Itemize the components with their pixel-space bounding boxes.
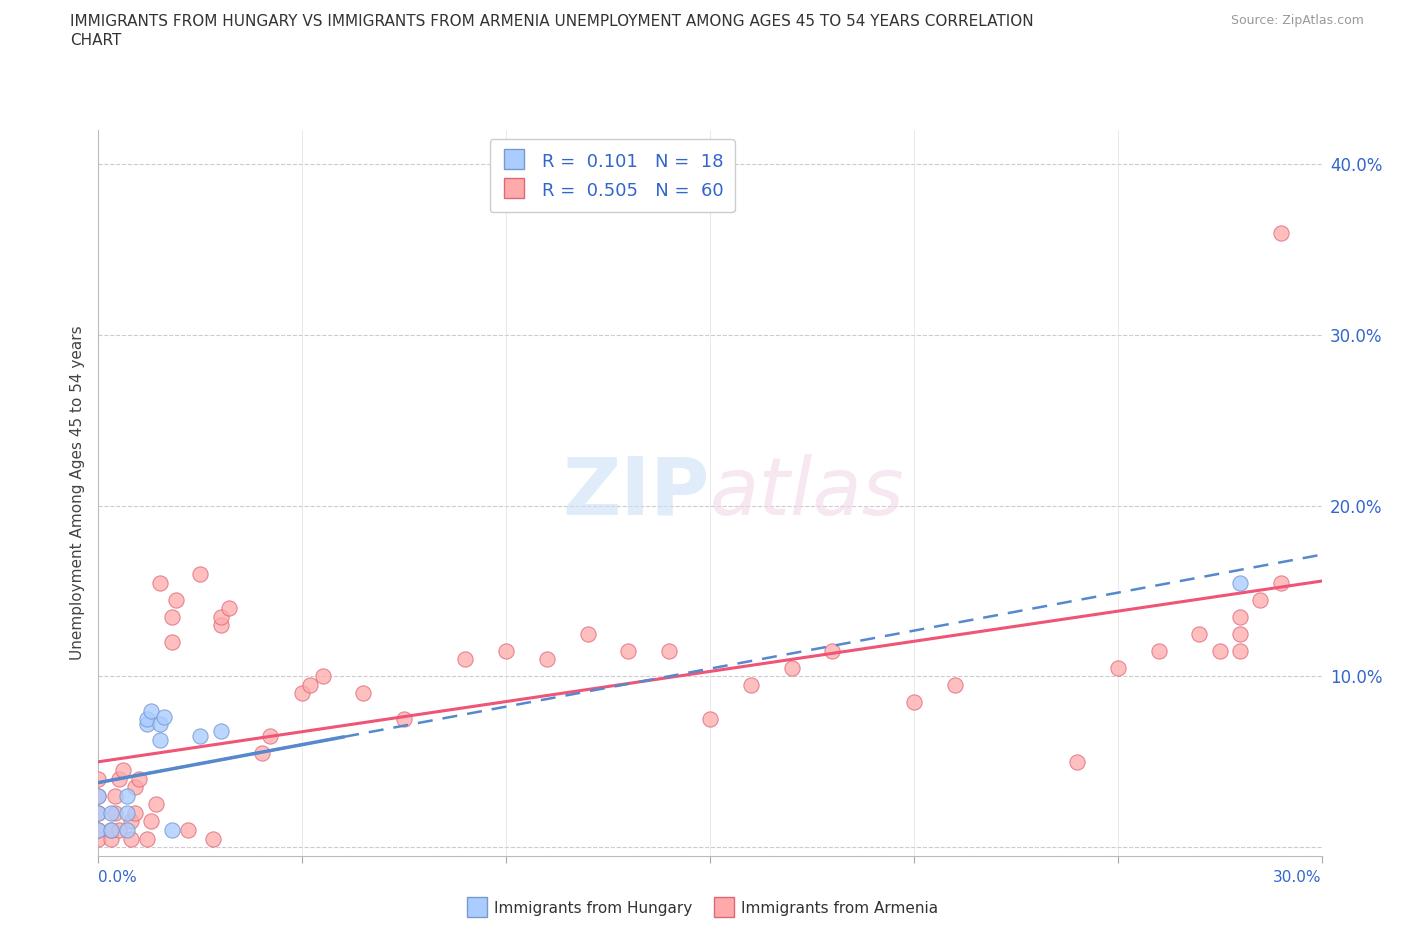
Point [177, 822, 200, 837]
Text: Source: ZipAtlas.com: Source: ZipAtlas.com [1230, 14, 1364, 27]
Point [209, 724, 232, 738]
Text: IMMIGRANTS FROM HUNGARY VS IMMIGRANTS FROM ARMENIA UNEMPLOYMENT AMONG AGES 45 TO: IMMIGRANTS FROM HUNGARY VS IMMIGRANTS FR… [70, 14, 1033, 29]
Point [120, 831, 142, 846]
Legend: R =  0.101   N =  18, R =  0.505   N =  60: R = 0.101 N = 18, R = 0.505 N = 60 [489, 140, 734, 212]
Point [780, 660, 803, 675]
Text: atlas: atlas [710, 454, 905, 532]
Point [87, 805, 110, 820]
Point [145, 797, 167, 812]
Point [250, 746, 273, 761]
Point [104, 789, 127, 804]
Point [104, 805, 127, 820]
Point [209, 609, 232, 624]
Point [699, 711, 721, 726]
Point [312, 669, 335, 684]
Point [100, 831, 122, 846]
Point [100, 805, 122, 820]
Point [392, 711, 416, 726]
Point [821, 644, 844, 658]
Point [1270, 225, 1292, 240]
Point [124, 805, 146, 820]
Point [658, 644, 681, 658]
Point [1229, 575, 1251, 590]
Text: CHART: CHART [70, 33, 122, 47]
Point [1229, 626, 1251, 641]
Point [1107, 660, 1129, 675]
Point [87, 789, 110, 804]
Point [115, 789, 138, 804]
Point [108, 771, 131, 786]
Point [218, 601, 240, 616]
Point [903, 695, 925, 710]
Point [100, 822, 122, 837]
Point [149, 732, 172, 747]
Point [299, 677, 322, 692]
Point [87, 771, 110, 786]
Point [120, 814, 142, 829]
Point [1066, 754, 1088, 769]
Text: 30.0%: 30.0% [1274, 870, 1322, 884]
Point [87, 789, 110, 804]
Point [454, 652, 477, 667]
Point [124, 780, 146, 795]
Point [209, 618, 232, 632]
Point [1188, 626, 1211, 641]
Point [128, 771, 150, 786]
Point [87, 831, 110, 846]
Point [87, 822, 110, 837]
Point [1229, 609, 1251, 624]
Text: 0.0%: 0.0% [98, 870, 138, 884]
Point [115, 805, 138, 820]
Point [136, 717, 159, 732]
Point [259, 729, 281, 744]
Point [188, 729, 212, 744]
Point [149, 575, 172, 590]
Point [495, 644, 517, 658]
Point [165, 592, 187, 607]
Point [87, 805, 110, 820]
Point [943, 677, 966, 692]
Legend: Immigrants from Hungary, Immigrants from Armenia: Immigrants from Hungary, Immigrants from… [461, 894, 945, 923]
Point [617, 644, 640, 658]
Point [87, 822, 110, 837]
Point [160, 609, 183, 624]
Point [1229, 644, 1251, 658]
Point [201, 831, 224, 846]
Point [1270, 575, 1292, 590]
Point [740, 677, 762, 692]
Point [111, 763, 134, 777]
Point [576, 626, 599, 641]
Point [291, 686, 314, 701]
Text: ZIP: ZIP [562, 454, 710, 532]
Point [141, 814, 163, 829]
Point [141, 703, 163, 718]
Point [160, 635, 183, 650]
Point [136, 831, 159, 846]
Point [149, 717, 172, 732]
Y-axis label: Unemployment Among Ages 45 to 54 years: Unemployment Among Ages 45 to 54 years [69, 326, 84, 660]
Point [108, 822, 131, 837]
Point [115, 822, 138, 837]
Point [160, 822, 183, 837]
Point [536, 652, 558, 667]
Point [1147, 644, 1170, 658]
Point [352, 686, 374, 701]
Point [152, 710, 174, 724]
Point [1249, 592, 1271, 607]
Point [1209, 644, 1232, 658]
Point [100, 822, 122, 837]
Point [188, 566, 212, 581]
Point [136, 711, 159, 726]
